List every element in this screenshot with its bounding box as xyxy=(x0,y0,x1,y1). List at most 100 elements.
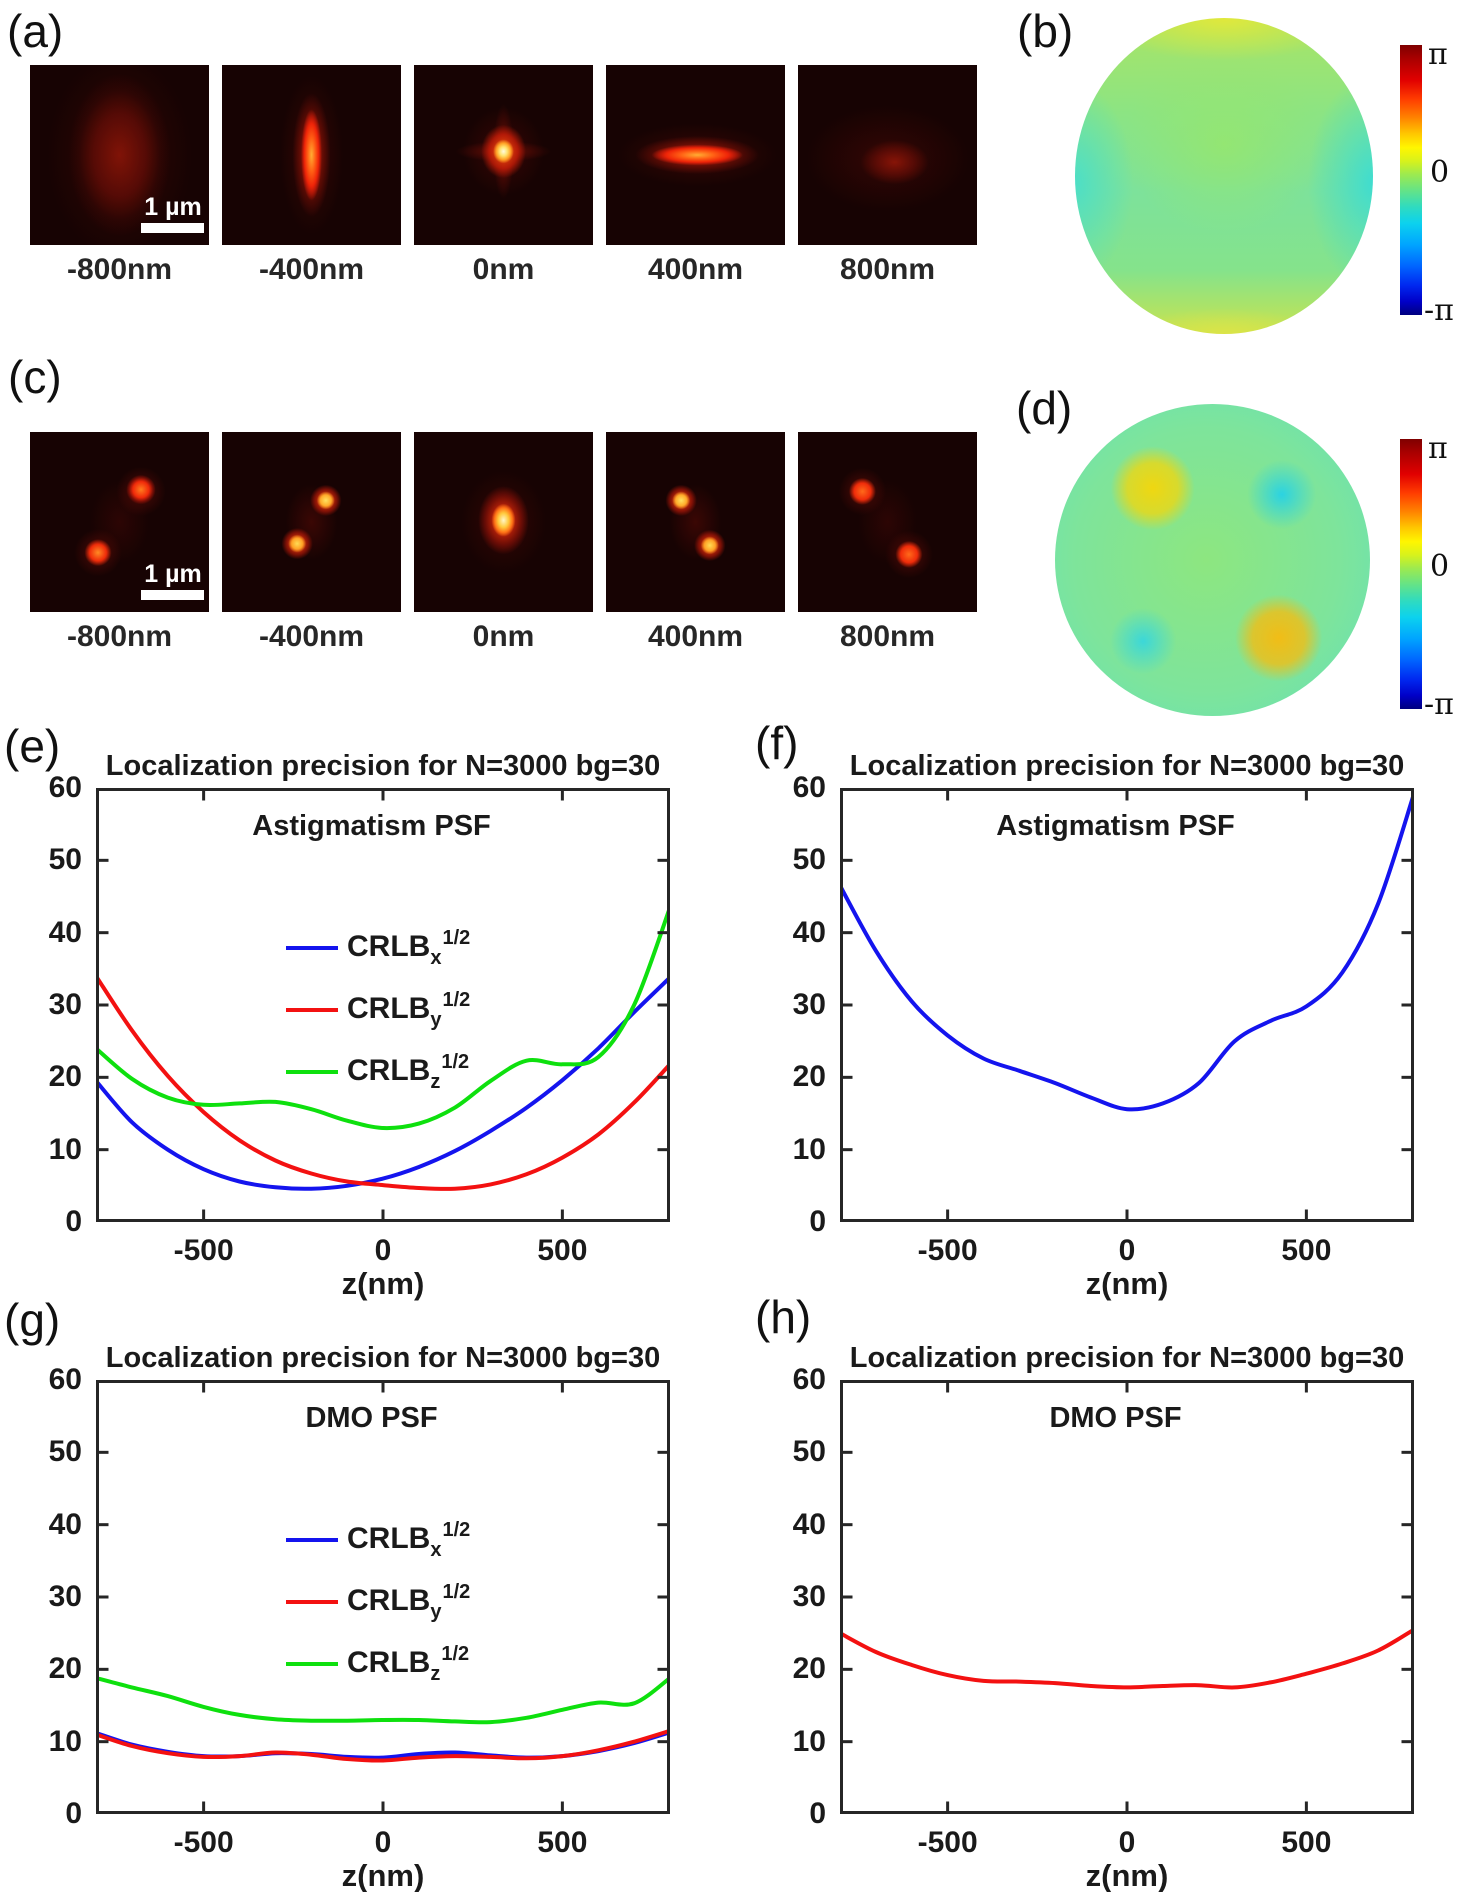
legend-line-swatch xyxy=(286,1070,338,1074)
y-tick-label: 40 xyxy=(48,1507,82,1541)
legend-label: CRLBz1/2 xyxy=(347,1642,470,1685)
legend-entry-x: CRLBx1/2 xyxy=(286,1518,470,1562)
plot-dmo-crlb-single: Localization precision for N=3000 bg=30 … xyxy=(793,1342,1414,1892)
x-axis-label: z(nm) xyxy=(1085,1266,1169,1301)
legend-line-swatch xyxy=(286,1008,338,1012)
y-tick-label: 20 xyxy=(48,1652,82,1686)
y-tick-label: 20 xyxy=(48,1060,82,1094)
y-tick-label: 30 xyxy=(792,1580,826,1613)
axes-box xyxy=(840,788,1414,1222)
legend-entry-z: CRLBz1/2 xyxy=(286,1050,469,1094)
psf-z-label: 0nm xyxy=(472,620,535,653)
x-tick-label: 500 xyxy=(537,1234,588,1267)
colorbar-min-label: -π xyxy=(1424,293,1454,328)
y-tick-label: 60 xyxy=(792,771,826,804)
legend-label: CRLBy1/2 xyxy=(347,1580,471,1623)
colorbar-zero-label: 0 xyxy=(1430,549,1450,584)
y-tick-label: 60 xyxy=(792,1363,826,1396)
axis-ticks xyxy=(97,789,669,1221)
legend-line-swatch xyxy=(286,1662,338,1666)
pupil-phase-map-dmo xyxy=(1055,404,1370,716)
y-tick-label: 10 xyxy=(792,1724,826,1758)
x-tick-label: 0 xyxy=(374,1234,392,1267)
psf-z-label: 400nm xyxy=(647,620,744,653)
psf-z-label: -400nm xyxy=(258,253,365,286)
panel-label-b: (b) xyxy=(1017,5,1074,57)
colorbar-max-label: π xyxy=(1428,431,1448,466)
x-tick-label: -500 xyxy=(173,1826,234,1859)
y-tick-label: 30 xyxy=(48,988,82,1021)
psf-z-label: 800nm xyxy=(839,253,936,286)
psf-image-astigmatism-minus800nm: 1 µm -800nm xyxy=(30,65,209,286)
psf-z-label: -400nm xyxy=(258,620,365,653)
legend-entry-y: CRLBy1/2 xyxy=(286,1580,470,1624)
y-tick-label: 60 xyxy=(48,1363,82,1396)
x-tick-label: 500 xyxy=(1281,1234,1332,1267)
plot-psf-type-label: Astigmatism PSF xyxy=(252,810,491,842)
y-tick-label: 0 xyxy=(65,1205,82,1238)
curve-CRLB_z^1/2 xyxy=(96,905,670,1131)
colorbar-dmo xyxy=(1400,439,1422,709)
x-axis-label: z(nm) xyxy=(1085,1858,1169,1892)
plot-svg xyxy=(96,1380,670,1814)
y-tick-label: 10 xyxy=(48,1132,82,1166)
y-tick-label: 50 xyxy=(792,843,826,877)
axis-ticks xyxy=(841,1381,1413,1813)
panel-label-f: (f) xyxy=(755,717,799,769)
panel-label-c: (c) xyxy=(8,351,62,403)
colorbar-astigmatism xyxy=(1400,45,1422,315)
axis-ticks xyxy=(97,1381,669,1813)
plot-dmo-crlb-xyz: Localization precision for N=3000 bg=30 … xyxy=(49,1342,670,1892)
psf-z-label: 0nm xyxy=(472,253,535,286)
y-tick-label: 0 xyxy=(809,1797,826,1830)
y-tick-label: 50 xyxy=(48,843,82,877)
curve-red-curve xyxy=(840,1627,1414,1690)
y-tick-label: 30 xyxy=(48,1580,82,1613)
x-tick-label: -500 xyxy=(917,1234,978,1267)
y-tick-label: 0 xyxy=(65,1797,82,1830)
psf-z-label: 400nm xyxy=(647,253,744,286)
y-tick-label: 50 xyxy=(48,1435,82,1469)
legend-line-swatch xyxy=(286,1600,338,1604)
y-tick-label: 40 xyxy=(48,915,82,949)
legend-label: CRLBx1/2 xyxy=(347,1518,471,1561)
y-tick-label: 0 xyxy=(809,1205,826,1238)
curve-CRLB_y^1/2 xyxy=(96,974,670,1191)
psf-image-astigmatism-400nm: 400nm xyxy=(606,65,785,286)
x-tick-label: 0 xyxy=(1118,1234,1136,1267)
plot-psf-type-label: Astigmatism PSF xyxy=(996,810,1235,842)
scale-bar xyxy=(141,223,204,233)
psf-image-dmo-minus400nm: -400nm xyxy=(222,432,401,653)
scale-bar xyxy=(141,590,204,600)
plot-svg xyxy=(840,1380,1414,1814)
plot-svg xyxy=(840,788,1414,1222)
plot-psf-type-label: DMO PSF xyxy=(1049,1402,1182,1434)
y-tick-label: 40 xyxy=(792,915,826,949)
y-tick-label: 40 xyxy=(792,1507,826,1541)
panel-label-g: (g) xyxy=(4,1294,61,1346)
pupil-phase-map-astigmatism xyxy=(1075,18,1373,334)
colorbar-max-label: π xyxy=(1428,37,1448,72)
legend-entry-z: CRLBz1/2 xyxy=(286,1642,469,1686)
curve-blue-curve xyxy=(840,791,1414,1112)
x-tick-label: 500 xyxy=(537,1826,588,1859)
x-tick-label: 0 xyxy=(1118,1826,1136,1859)
plot-astigmatism-crlb-single: Localization precision for N=3000 bg=30 … xyxy=(793,750,1414,1301)
psf-z-label: 800nm xyxy=(839,620,936,653)
x-tick-label: -500 xyxy=(173,1234,234,1267)
panel-label-e: (e) xyxy=(4,720,61,772)
psf-z-label: -800nm xyxy=(66,620,173,653)
psf-image-dmo-400nm: 400nm xyxy=(606,432,785,653)
plot-svg xyxy=(96,788,670,1222)
panel-label-a: (a) xyxy=(7,5,64,57)
psf-image-dmo-800nm: 800nm xyxy=(798,432,977,653)
x-axis-label: z(nm) xyxy=(341,1858,425,1892)
plot-title: Localization precision for N=3000 bg=30 xyxy=(105,750,661,782)
y-tick-label: 10 xyxy=(48,1724,82,1758)
legend-label: CRLBx1/2 xyxy=(347,926,471,969)
plot-psf-type-label: DMO PSF xyxy=(305,1402,438,1434)
legend-label: CRLBy1/2 xyxy=(347,988,471,1031)
y-tick-label: 20 xyxy=(792,1652,826,1686)
x-tick-label: -500 xyxy=(917,1826,978,1859)
